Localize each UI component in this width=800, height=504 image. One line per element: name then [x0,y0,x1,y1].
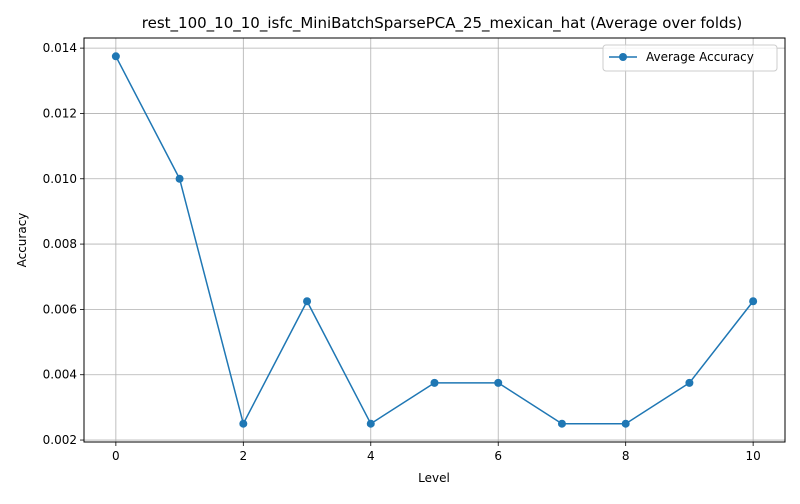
x-tick-label: 0 [112,449,120,463]
y-tick-label: 0.010 [43,172,77,186]
y-tick-label: 0.002 [43,433,77,447]
legend-marker [619,53,627,61]
data-point [303,297,312,306]
x-tick-label: 6 [494,449,502,463]
data-point [685,378,694,387]
chart-title: rest_100_10_10_isfc_MiniBatchSparsePCA_2… [142,14,742,33]
data-point [111,52,120,61]
data-point [621,419,630,428]
data-point [366,419,375,428]
data-point [557,419,566,428]
x-tick-label: 4 [367,449,375,463]
x-tick-label: 2 [239,449,247,463]
y-tick-label: 0.012 [43,106,77,120]
x-tick-label: 10 [745,449,760,463]
data-point [175,174,184,183]
y-tick-label: 0.004 [43,368,77,382]
y-tick-label: 0.006 [43,302,77,316]
data-point [430,378,439,387]
x-axis-label: Level [418,471,450,485]
data-point [494,378,503,387]
plot-area-frame [83,37,786,443]
legend-label: Average Accuracy [646,50,754,64]
data-series [111,52,758,428]
y-axis-label: Accuracy [15,213,29,268]
data-point [239,419,248,428]
x-tick-label: 8 [622,449,630,463]
legend-box [602,44,778,72]
y-tick-label: 0.008 [43,237,77,251]
axis-ticks: 0 2 4 6 8 10 0.002 0.004 0.006 0.008 0.010 0.012 0.0… [43,41,761,463]
data-point [749,297,758,306]
y-tick-label: 0.014 [43,41,77,55]
legend: Average Accuracy [602,44,778,72]
